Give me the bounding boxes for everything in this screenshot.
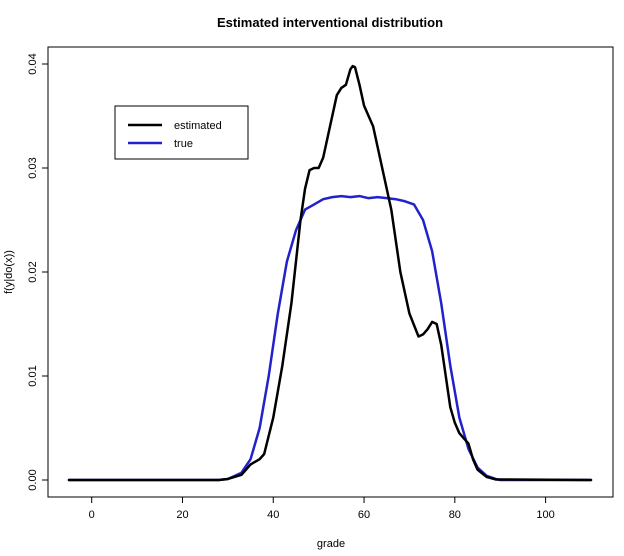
y-axis-label: f(y|do(x)) <box>3 250 15 294</box>
legend-label-estimated: estimated <box>174 120 222 132</box>
legend-label-true: true <box>174 138 193 150</box>
chart-title: Estimated interventional distribution <box>217 15 443 30</box>
y-tick-label: 0.00 <box>27 469 39 490</box>
series-line-true <box>67 194 593 482</box>
series-layer <box>67 64 593 482</box>
legend-box <box>114 105 249 160</box>
y-tick-label: 0.01 <box>27 365 39 386</box>
x-axis: 0 20 40 60 80 100 <box>89 496 555 521</box>
legend: estimated true <box>114 105 249 160</box>
y-tick-label: 0.04 <box>27 53 39 74</box>
x-tick-label: 100 <box>536 509 554 521</box>
x-axis-label: grade <box>317 538 345 550</box>
y-axis: 0.00 0.01 0.02 0.03 0.04 <box>27 53 49 491</box>
y-tick-label: 0.02 <box>27 261 39 282</box>
x-tick-label: 80 <box>449 509 461 521</box>
x-tick-label: 20 <box>176 509 188 521</box>
x-tick-label: 60 <box>358 509 370 521</box>
series-line-estimated <box>67 64 593 482</box>
y-tick-label: 0.03 <box>27 157 39 178</box>
x-tick-label: 0 <box>89 509 95 521</box>
x-tick-label: 40 <box>267 509 279 521</box>
